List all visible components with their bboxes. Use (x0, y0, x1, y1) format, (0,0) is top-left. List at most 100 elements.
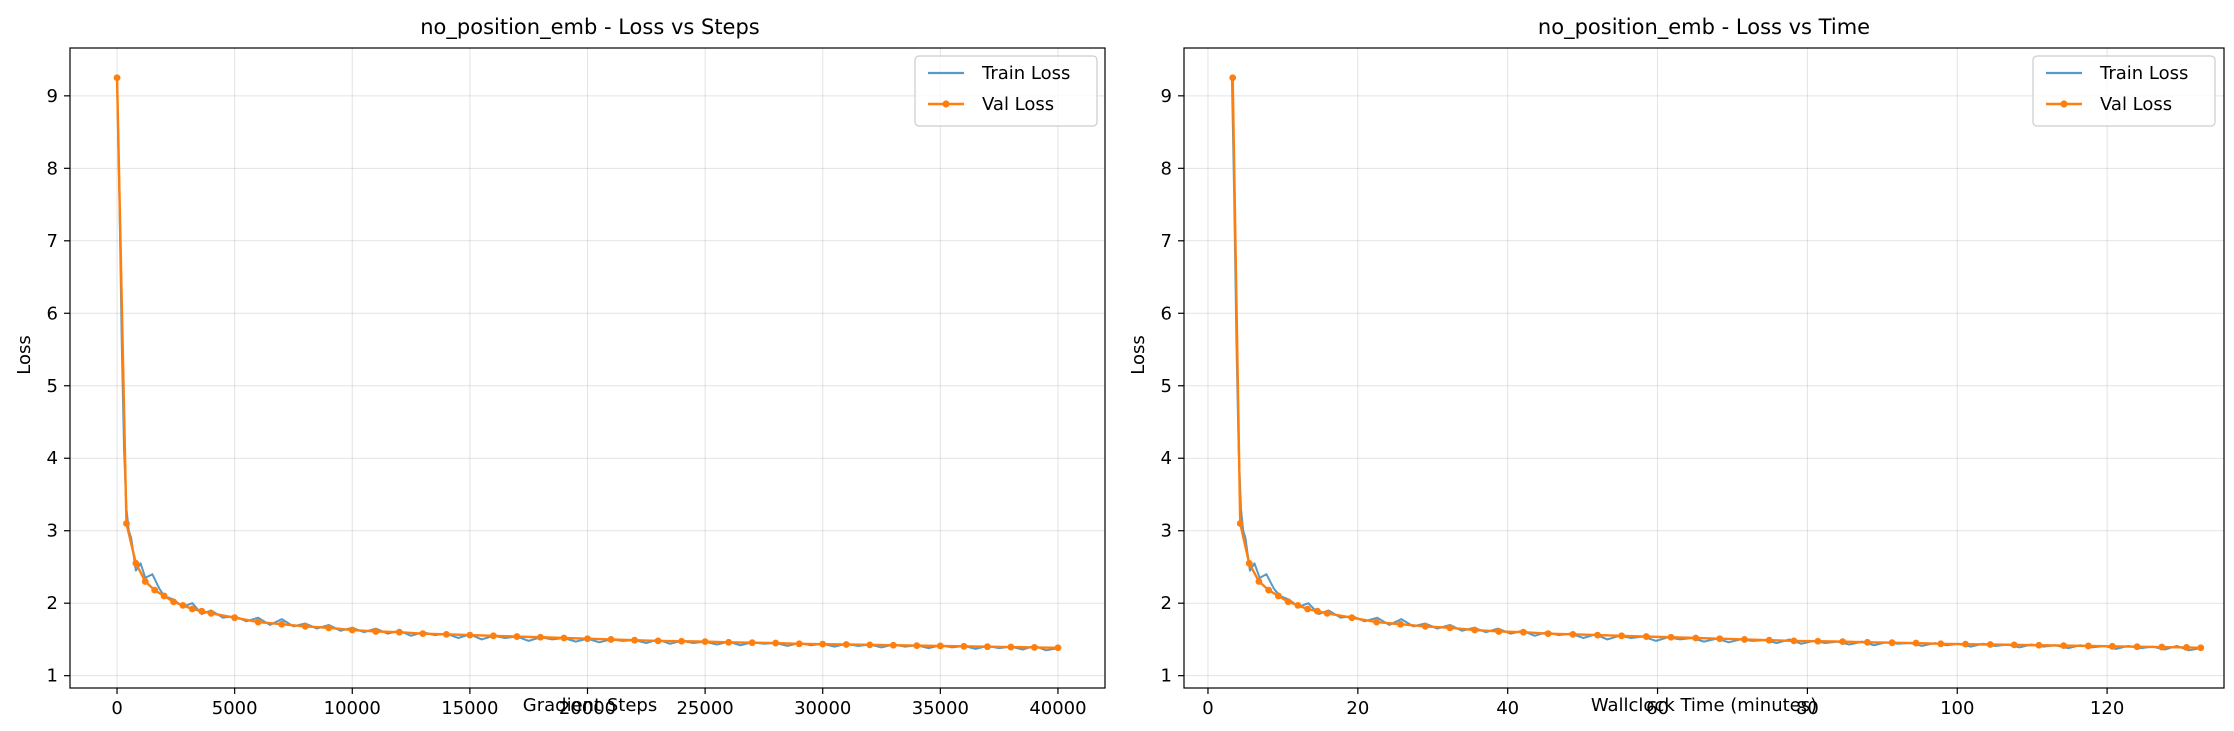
val-loss-point (866, 641, 874, 649)
x-tick-label: 10000 (324, 698, 381, 719)
val-loss-point (1790, 637, 1798, 645)
val-loss-point (1323, 609, 1331, 617)
legend-val-marker (942, 100, 950, 108)
y-tick-label: 6 (1161, 303, 1172, 324)
legend: Train Loss Val Loss (2032, 55, 2216, 127)
val-loss-point (1692, 634, 1700, 642)
val-loss-point (160, 592, 168, 600)
val-loss-point (1265, 586, 1273, 594)
legend: Train Loss Val Loss (914, 55, 1098, 127)
val-loss-point (1594, 631, 1602, 639)
legend-train-label: Train Loss (981, 63, 1070, 84)
val-loss-point (1421, 622, 1429, 630)
y-tick-label: 2 (47, 593, 58, 614)
val-loss-point (1618, 632, 1625, 640)
val-loss-point (254, 618, 262, 626)
x-tick-label: 100 (1940, 698, 1974, 719)
val-loss-point (1313, 607, 1321, 615)
val-loss-point (419, 630, 427, 638)
val-loss-point (1348, 614, 1356, 622)
val-loss-point (141, 578, 149, 585)
y-axis-label: Loss (14, 335, 35, 374)
plot-area (113, 74, 1062, 652)
val-loss-point (301, 622, 309, 630)
x-axis-label: Wallclock Time (minutes) (1591, 695, 1817, 716)
val-loss-point (537, 633, 544, 641)
val-loss-point (1937, 640, 1945, 648)
x-axis-label: Gradient Steps (523, 695, 657, 716)
val-loss-point (395, 628, 403, 636)
x-tick-label: 30000 (794, 698, 851, 719)
val-loss-point (2133, 643, 2141, 651)
val-loss-point (1962, 640, 1969, 648)
val-loss-point (2158, 643, 2166, 651)
val-loss-point (1471, 626, 1479, 634)
x-tick-label: 80 (1796, 698, 1819, 719)
val-loss-point (2035, 641, 2043, 649)
val-loss-point (960, 642, 968, 650)
val-loss-point (1986, 641, 1994, 648)
axis-ticks: 0 20 40 60 80 100 120 1 2 3 4 5 6 7 8 9 (1161, 86, 2125, 719)
val-loss-point (151, 586, 159, 594)
val-loss-point (2060, 642, 2068, 649)
val-loss-point (1912, 639, 1920, 647)
val-loss-point (2084, 642, 2092, 650)
val-loss-point (1667, 633, 1675, 641)
val-loss-point (1373, 618, 1380, 626)
x-tick-label: 15000 (441, 698, 498, 719)
legend-train-label: Train Loss (2099, 63, 2188, 84)
val-loss-point (207, 609, 215, 617)
val-loss-point (701, 638, 709, 646)
val-loss-point (631, 636, 638, 644)
val-loss-point (1741, 636, 1748, 643)
chart-title: no_position_emb - Loss vs Time (1538, 15, 1870, 40)
val-loss-point (607, 636, 615, 643)
val-loss-point (348, 626, 356, 634)
val-loss-point (123, 520, 130, 527)
val-loss-point (1814, 637, 1822, 645)
val-loss-point (748, 639, 756, 647)
x-tick-label: 25000 (676, 698, 733, 719)
val-loss-point (2108, 642, 2116, 650)
val-loss-point (490, 632, 497, 640)
train-loss-line (1230, 77, 2201, 652)
val-loss-point (1495, 628, 1503, 635)
val-loss-point (325, 624, 333, 632)
grid-lines (70, 48, 1105, 688)
val-loss-point (1642, 633, 1650, 640)
val-loss-point (584, 635, 591, 643)
x-tick-label: 40000 (1029, 698, 1086, 719)
x-tick-label: 40 (1496, 698, 1519, 719)
x-tick-label: 20000 (559, 698, 616, 719)
y-tick-label: 4 (47, 448, 58, 469)
val-loss-point (1569, 630, 1577, 638)
val-loss-point (1284, 598, 1292, 606)
val-loss-point (372, 628, 380, 635)
val-loss-point (1054, 644, 1062, 652)
val-loss-point (795, 640, 803, 648)
val-loss-point (2010, 641, 2018, 649)
val-loss-point (678, 637, 685, 645)
val-loss-point (936, 642, 944, 650)
x-tick-label: 120 (2090, 698, 2124, 719)
y-tick-label: 9 (1161, 86, 1172, 107)
val-loss-point (1716, 635, 1724, 643)
val-loss-point (842, 641, 850, 648)
grid-lines (1184, 48, 2224, 688)
val-loss-point (1245, 559, 1253, 567)
val-loss-point (772, 639, 780, 647)
val-loss-point (1888, 639, 1896, 647)
x-tick-label: 20 (1346, 698, 1369, 719)
y-tick-label: 7 (1161, 231, 1172, 252)
y-tick-label: 3 (1161, 521, 1172, 542)
y-tick-label: 8 (1161, 158, 1172, 179)
val-loss-point (2197, 644, 2205, 652)
y-tick-label: 8 (47, 158, 58, 179)
chart-title: no_position_emb - Loss vs Steps (420, 15, 760, 40)
val-loss-point (513, 633, 521, 640)
y-axis-label: Loss (1128, 335, 1149, 374)
x-tick-label: 5000 (212, 698, 258, 719)
y-tick-label: 5 (1161, 376, 1172, 397)
val-loss-point (1294, 601, 1302, 609)
